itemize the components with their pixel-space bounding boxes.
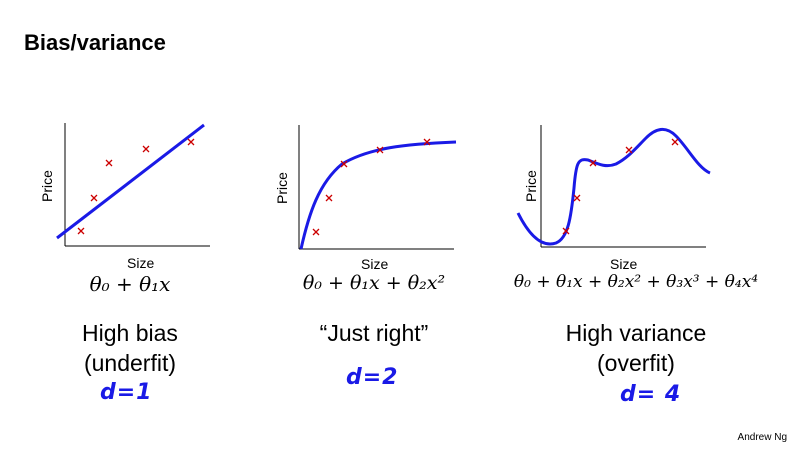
fit-curve-quadratic (299, 140, 457, 250)
hypothesis-formula: θ₀ + θ₁x + θ₂x² + θ₃x³ + θ₄x⁴ (513, 272, 759, 292)
caption: High variance (overfit) (506, 318, 766, 378)
x-axis-label: Size (127, 255, 154, 271)
plot-underfit: Price Size (39, 123, 210, 271)
data-point (312, 228, 320, 236)
plot-overfit: Price Size (516, 125, 711, 272)
data-point (589, 159, 597, 167)
data-point (77, 227, 85, 235)
degree-annotation: d=2 (346, 365, 399, 390)
panel-underfit: Price Size θ₀ + θ₁x High bias (underfit)… (39, 118, 290, 418)
caption-line-1: High variance (565, 320, 707, 346)
caption-line-2: (overfit) (597, 350, 675, 376)
data-point (105, 159, 113, 167)
data-point (90, 194, 98, 202)
y-axis-label: Price (523, 170, 539, 202)
plot-just-right: Price Size (274, 125, 457, 272)
data-point (187, 138, 195, 146)
data-points (562, 138, 679, 235)
data-point (625, 146, 633, 154)
caption-line-1: High bias (82, 320, 178, 346)
data-point (142, 145, 150, 153)
degree-annotation: d=1 (100, 380, 153, 405)
data-point (340, 160, 348, 168)
panel-just-right: Price Size θ₀ + θ₁x + θ₂x² “Just right” … (274, 118, 524, 418)
caption: High bias (underfit) (0, 318, 260, 378)
data-point (562, 227, 570, 235)
fit-curve-quartic (516, 128, 711, 246)
data-point (671, 138, 679, 146)
x-axis-label: Size (361, 256, 388, 272)
panel-overfit: Price Size θ₀ + θ₁x + θ₂x² + θ₃x³ + θ₄x⁴… (514, 118, 766, 418)
degree-annotation: d= 4 (620, 382, 682, 407)
slide-title: Bias/variance (24, 30, 166, 55)
caption-line-2: (underfit) (83, 350, 177, 376)
fit-curve-linear (56, 123, 205, 240)
caption: “Just right” (254, 318, 494, 348)
author-credit: Andrew Ng (737, 432, 787, 443)
data-point (423, 138, 431, 146)
hypothesis-formula: θ₀ + θ₁x + θ₂x² (302, 272, 446, 294)
data-points (312, 138, 431, 236)
data-point (325, 194, 333, 202)
data-point (376, 146, 384, 154)
data-points (77, 138, 195, 235)
x-axis-label: Size (610, 256, 637, 272)
caption-line-1: “Just right” (319, 320, 429, 346)
y-axis-label: Price (274, 172, 290, 204)
data-point (573, 194, 581, 202)
y-axis-label: Price (39, 170, 55, 202)
hypothesis-formula: θ₀ + θ₁x (89, 272, 171, 296)
